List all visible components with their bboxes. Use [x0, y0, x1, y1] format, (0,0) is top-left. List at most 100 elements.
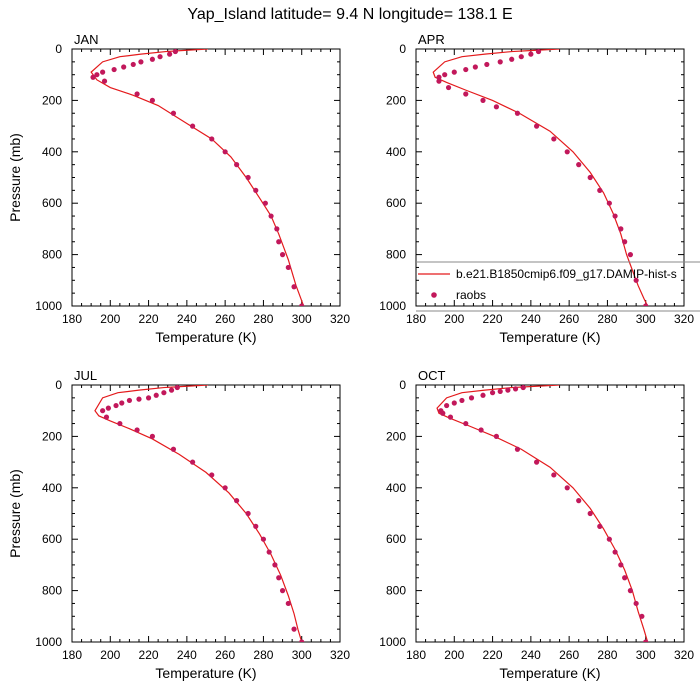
- raobs-point: [222, 485, 228, 491]
- panel-apr: APR 180 200 220 240 260 280 300 320 0 200 400 600 800…: [379, 32, 694, 345]
- raobs-point: [535, 49, 542, 55]
- raobs-point: [190, 459, 196, 465]
- panel-oct: OCT 180 200 220 240 260 280 300 320 0 200 400 600 800…: [379, 368, 694, 681]
- y-tick-label: 600: [42, 532, 62, 546]
- raobs-point: [272, 562, 278, 568]
- raobs-point: [612, 549, 618, 555]
- raobs-point: [497, 59, 503, 65]
- raobs-point: [119, 400, 125, 406]
- raobs-point: [299, 303, 305, 306]
- y-tick-label: 0: [55, 42, 62, 56]
- raobs-point: [299, 639, 305, 642]
- raobs-point: [174, 385, 180, 391]
- y-tick-label: 400: [42, 145, 62, 159]
- raobs-point: [493, 104, 499, 110]
- y-tick-label: 0: [399, 42, 406, 56]
- raobs-point: [149, 56, 155, 62]
- y-tick-label: 200: [42, 93, 62, 107]
- x-tick-label: 320: [330, 312, 350, 326]
- x-tick-label: 300: [292, 312, 312, 326]
- raobs-point: [234, 498, 240, 504]
- raobs-point: [161, 390, 167, 396]
- y-axis-label: Pressure (mb): [7, 133, 23, 222]
- raobs-point: [436, 74, 442, 80]
- model-line: [436, 385, 649, 642]
- y-tick-label: 600: [386, 532, 406, 546]
- plot-area: [94, 385, 305, 642]
- x-tick-label: 180: [62, 648, 82, 662]
- x-tick-label: 200: [100, 312, 120, 326]
- y-tick-label: 0: [55, 378, 62, 392]
- raobs-point: [190, 123, 196, 129]
- raobs-point: [612, 213, 618, 219]
- x-axis-label: Temperature (K): [155, 665, 256, 681]
- y-tick-label: 800: [42, 248, 62, 262]
- raobs-point: [285, 264, 291, 271]
- x-tick-label: 180: [406, 648, 426, 662]
- raobs-point: [643, 303, 649, 306]
- y-tick-label: 800: [386, 584, 406, 598]
- raobs-point: [157, 54, 163, 60]
- raobs-point: [459, 397, 465, 404]
- raobs-point: [534, 459, 540, 465]
- raobs-point: [234, 162, 240, 168]
- raobs-point: [134, 427, 140, 433]
- raobs-point: [245, 174, 251, 181]
- x-tick-label: 220: [139, 648, 159, 662]
- y-tick-label: 600: [42, 196, 62, 210]
- x-tick-label: 320: [674, 648, 694, 662]
- raobs-point: [168, 387, 175, 393]
- raobs-point: [170, 110, 177, 116]
- raobs-point: [551, 136, 557, 142]
- x-tick-label: 200: [444, 648, 464, 662]
- x-tick-label: 280: [253, 648, 273, 662]
- raobs-point: [245, 510, 251, 517]
- raobs-point: [253, 187, 259, 193]
- y-tick-label: 0: [399, 378, 406, 392]
- panels: JAN 180 200 220 240 260 280 300 320 0 200 400 600 800…: [7, 32, 694, 681]
- raobs-point: [451, 400, 457, 406]
- raobs-point: [468, 395, 475, 401]
- raobs-point: [622, 575, 628, 581]
- raobs-point: [597, 523, 603, 529]
- y-tick-label: 1000: [35, 299, 62, 313]
- x-tick-label: 320: [330, 648, 350, 662]
- raobs-point: [520, 385, 526, 391]
- raobs-point: [564, 485, 570, 491]
- raobs-point: [136, 396, 142, 402]
- y-tick-label: 400: [42, 481, 62, 495]
- raobs-point: [528, 51, 534, 57]
- raobs-point: [643, 639, 649, 642]
- raobs-point: [463, 420, 469, 427]
- model-line: [90, 49, 305, 306]
- y-tick-label: 1000: [379, 635, 406, 649]
- plot-area: [436, 385, 649, 642]
- raobs-point: [149, 97, 155, 103]
- raobs-point: [117, 420, 123, 427]
- x-tick-label: 180: [62, 312, 82, 326]
- legend-raobs-marker: [431, 292, 437, 298]
- raobs-point: [121, 64, 127, 70]
- raobs-point: [493, 433, 499, 439]
- y-tick-label: 400: [386, 481, 406, 495]
- x-tick-label: 180: [406, 312, 426, 326]
- raobs-point: [463, 66, 469, 73]
- x-tick-label: 240: [521, 312, 541, 326]
- raobs-point: [276, 239, 282, 245]
- raobs-point: [285, 600, 291, 607]
- raobs-point: [126, 397, 133, 404]
- x-tick-label: 200: [444, 312, 464, 326]
- raobs-point: [633, 277, 639, 283]
- raobs-point: [480, 97, 486, 103]
- raobs-point: [627, 252, 634, 258]
- y-tick-label: 1000: [35, 635, 62, 649]
- raobs-point: [274, 226, 280, 232]
- plot-frame: [415, 384, 685, 643]
- raobs-point: [440, 410, 446, 416]
- raobs-point: [606, 200, 612, 206]
- x-tick-label: 320: [674, 312, 694, 326]
- raobs-point: [94, 72, 100, 78]
- raobs-point: [484, 61, 490, 68]
- raobs-point: [100, 69, 106, 75]
